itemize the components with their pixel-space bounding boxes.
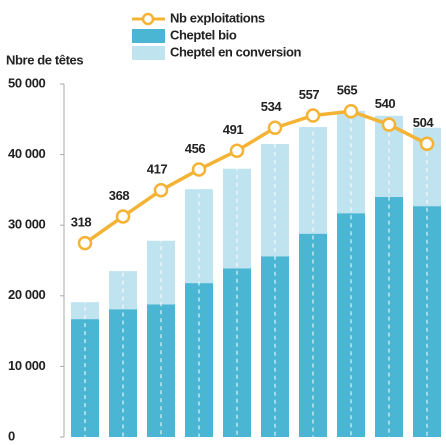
legend-label: Nb exploitations	[170, 10, 265, 25]
data-label: 318	[71, 215, 92, 230]
line-marker	[305, 108, 321, 123]
line	[83, 109, 428, 245]
bar-segment	[71, 319, 99, 437]
line-marker	[419, 136, 435, 152]
data-label: 417	[147, 162, 168, 177]
data-label: 557	[299, 87, 320, 102]
y-axis-title: Nbre de têtes	[6, 52, 83, 67]
data-label: 491	[223, 122, 244, 137]
data-label: 456	[185, 141, 206, 156]
line-marker	[343, 103, 359, 119]
line-marker	[153, 183, 169, 198]
line-marker	[381, 117, 397, 132]
data-label: 540	[375, 96, 396, 111]
y-tick-label: 30 000	[8, 217, 46, 232]
line-marker	[267, 120, 283, 136]
y-tick-label: 10 000	[8, 358, 46, 373]
legend-label: Cheptel en conversion	[170, 44, 301, 59]
line-marker	[229, 143, 245, 159]
y-tick-label: 0	[8, 428, 15, 443]
data-label: 368	[109, 188, 130, 203]
line-marker	[191, 162, 207, 177]
legend-label: Cheptel bio	[170, 27, 237, 42]
data-label: 534	[261, 99, 283, 114]
legend-swatch	[132, 46, 165, 60]
y-tick-label: 20 000	[8, 287, 46, 302]
y-tick-label: 40 000	[8, 146, 46, 161]
data-label: 565	[337, 83, 358, 98]
legend-swatch	[132, 29, 165, 43]
data-label: 504	[413, 115, 435, 130]
legend-marker	[141, 12, 155, 26]
line-marker	[77, 235, 93, 251]
y-tick-label: 50 000	[8, 75, 46, 90]
bar-segment	[337, 213, 365, 437]
line-marker	[115, 209, 131, 224]
